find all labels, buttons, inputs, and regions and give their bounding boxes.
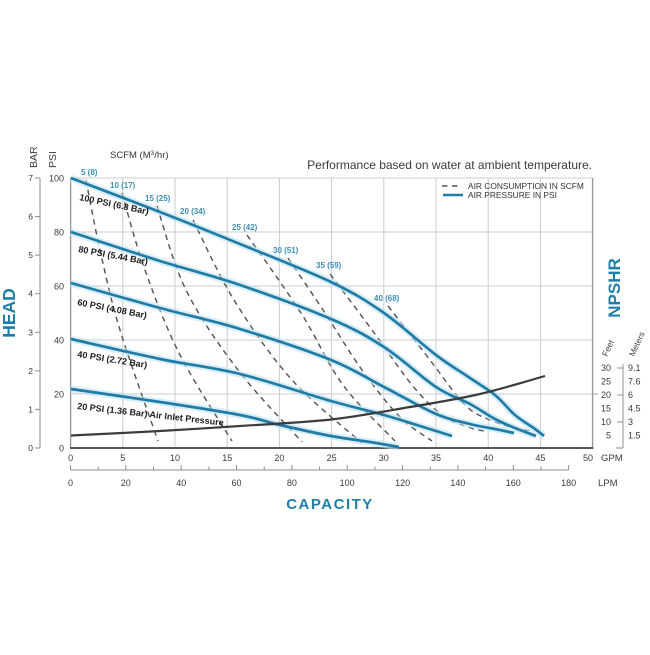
svg-text:60: 60	[231, 478, 241, 488]
svg-text:160: 160	[506, 478, 521, 488]
svg-text:0: 0	[59, 444, 64, 454]
svg-text:Performance based on water at: Performance based on water at ambient te…	[307, 158, 592, 172]
svg-text:7.6: 7.6	[628, 377, 641, 387]
svg-text:40: 40	[54, 336, 64, 346]
svg-text:15: 15	[601, 404, 611, 414]
svg-text:4.5: 4.5	[628, 404, 641, 414]
svg-text:5: 5	[120, 453, 125, 463]
svg-text:35 (59): 35 (59)	[316, 261, 342, 270]
svg-text:0: 0	[28, 443, 33, 453]
svg-text:25: 25	[601, 377, 611, 387]
svg-text:25: 25	[327, 453, 337, 463]
svg-text:NPSHR: NPSHR	[605, 258, 624, 318]
svg-text:45: 45	[535, 453, 545, 463]
svg-text:PSI: PSI	[47, 151, 59, 168]
svg-text:80: 80	[54, 228, 64, 238]
svg-text:20: 20	[274, 453, 284, 463]
svg-text:20: 20	[54, 390, 64, 400]
svg-text:4: 4	[28, 289, 33, 299]
svg-text:7: 7	[28, 173, 33, 183]
svg-text:1.5: 1.5	[628, 431, 641, 441]
svg-text:50: 50	[583, 453, 593, 463]
svg-text:15: 15	[222, 453, 232, 463]
svg-text:80: 80	[287, 478, 297, 488]
svg-text:HEAD: HEAD	[0, 288, 19, 338]
svg-text:30 (51): 30 (51)	[273, 246, 299, 255]
svg-text:SCFM (M3/hr): SCFM (M3/hr)	[110, 150, 169, 161]
svg-text:140: 140	[450, 478, 465, 488]
svg-text:100: 100	[49, 174, 64, 184]
svg-text:35: 35	[431, 453, 441, 463]
svg-text:2: 2	[28, 366, 33, 376]
svg-text:6: 6	[628, 390, 633, 400]
svg-text:10 (17): 10 (17)	[110, 181, 136, 190]
svg-text:100: 100	[340, 478, 355, 488]
svg-text:20 (34): 20 (34)	[180, 207, 206, 216]
svg-text:5 (8): 5 (8)	[81, 168, 98, 177]
svg-text:20: 20	[121, 478, 131, 488]
svg-text:CAPACITY: CAPACITY	[286, 496, 374, 513]
svg-text:5: 5	[606, 431, 611, 441]
svg-text:10: 10	[170, 453, 180, 463]
svg-text:6: 6	[28, 212, 33, 222]
svg-text:3: 3	[628, 417, 633, 427]
svg-text:30: 30	[601, 363, 611, 373]
svg-text:AIR PRESSURE IN PSI: AIR PRESSURE IN PSI	[468, 190, 557, 200]
svg-text:10: 10	[601, 417, 611, 427]
svg-text:40: 40	[483, 453, 493, 463]
svg-text:120: 120	[395, 478, 410, 488]
svg-text:LPM: LPM	[598, 478, 618, 489]
svg-text:40 (68): 40 (68)	[374, 294, 400, 303]
svg-text:9.1: 9.1	[628, 363, 641, 373]
svg-text:40: 40	[176, 478, 186, 488]
svg-text:20: 20	[601, 390, 611, 400]
svg-text:1: 1	[28, 404, 33, 414]
svg-text:0: 0	[68, 453, 73, 463]
svg-text:GPM: GPM	[601, 453, 623, 464]
svg-text:AIR CONSUMPTION IN SCFM: AIR CONSUMPTION IN SCFM	[468, 181, 584, 191]
svg-text:5: 5	[28, 250, 33, 260]
svg-text:180: 180	[561, 478, 576, 488]
svg-text:25 (42): 25 (42)	[232, 223, 258, 232]
svg-text:60: 60	[54, 282, 64, 292]
svg-text:3: 3	[28, 327, 33, 337]
svg-text:30: 30	[379, 453, 389, 463]
svg-text:0: 0	[68, 478, 73, 488]
svg-text:BAR: BAR	[28, 146, 40, 168]
svg-text:15 (25): 15 (25)	[145, 194, 171, 203]
